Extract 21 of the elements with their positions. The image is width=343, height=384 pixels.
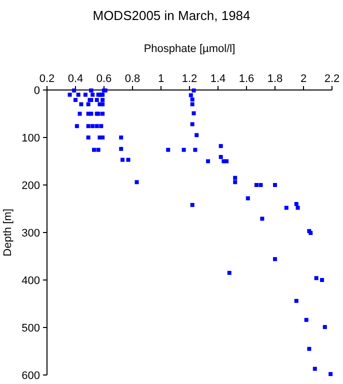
x-tick-label: 1.8 [267, 73, 283, 85]
x-tick-label: 1 [158, 73, 164, 85]
x-tick-label: 0.6 [96, 73, 112, 85]
x-tick-label: 0.2 [39, 73, 55, 85]
x-tick-label: 2 [300, 73, 307, 85]
y-tick-label: 600 [22, 370, 40, 382]
y-tick-label: 300 [22, 227, 40, 240]
x-tick-label: 1.2 [182, 73, 198, 85]
x-tick-label: 2.2 [324, 73, 340, 85]
y-tick-label: 500 [22, 322, 40, 334]
x-tick-label: 0.4 [68, 73, 84, 85]
y-tick-label: 0 [34, 84, 40, 97]
y-tick-label: 400 [22, 274, 40, 287]
chart-title: MODS2005 in March, 1984 [92, 8, 250, 23]
y-tick-label: 200 [22, 180, 40, 192]
x-axis-title: Phosphate [µmol/l] [144, 43, 236, 55]
y-axis-title: Depth [m] [2, 208, 14, 256]
x-tick-label: 0.8 [124, 73, 140, 85]
x-tick-label: 1.4 [210, 73, 226, 85]
x-tick-label: 1.6 [238, 73, 254, 85]
y-tick-label: 100 [22, 132, 40, 144]
